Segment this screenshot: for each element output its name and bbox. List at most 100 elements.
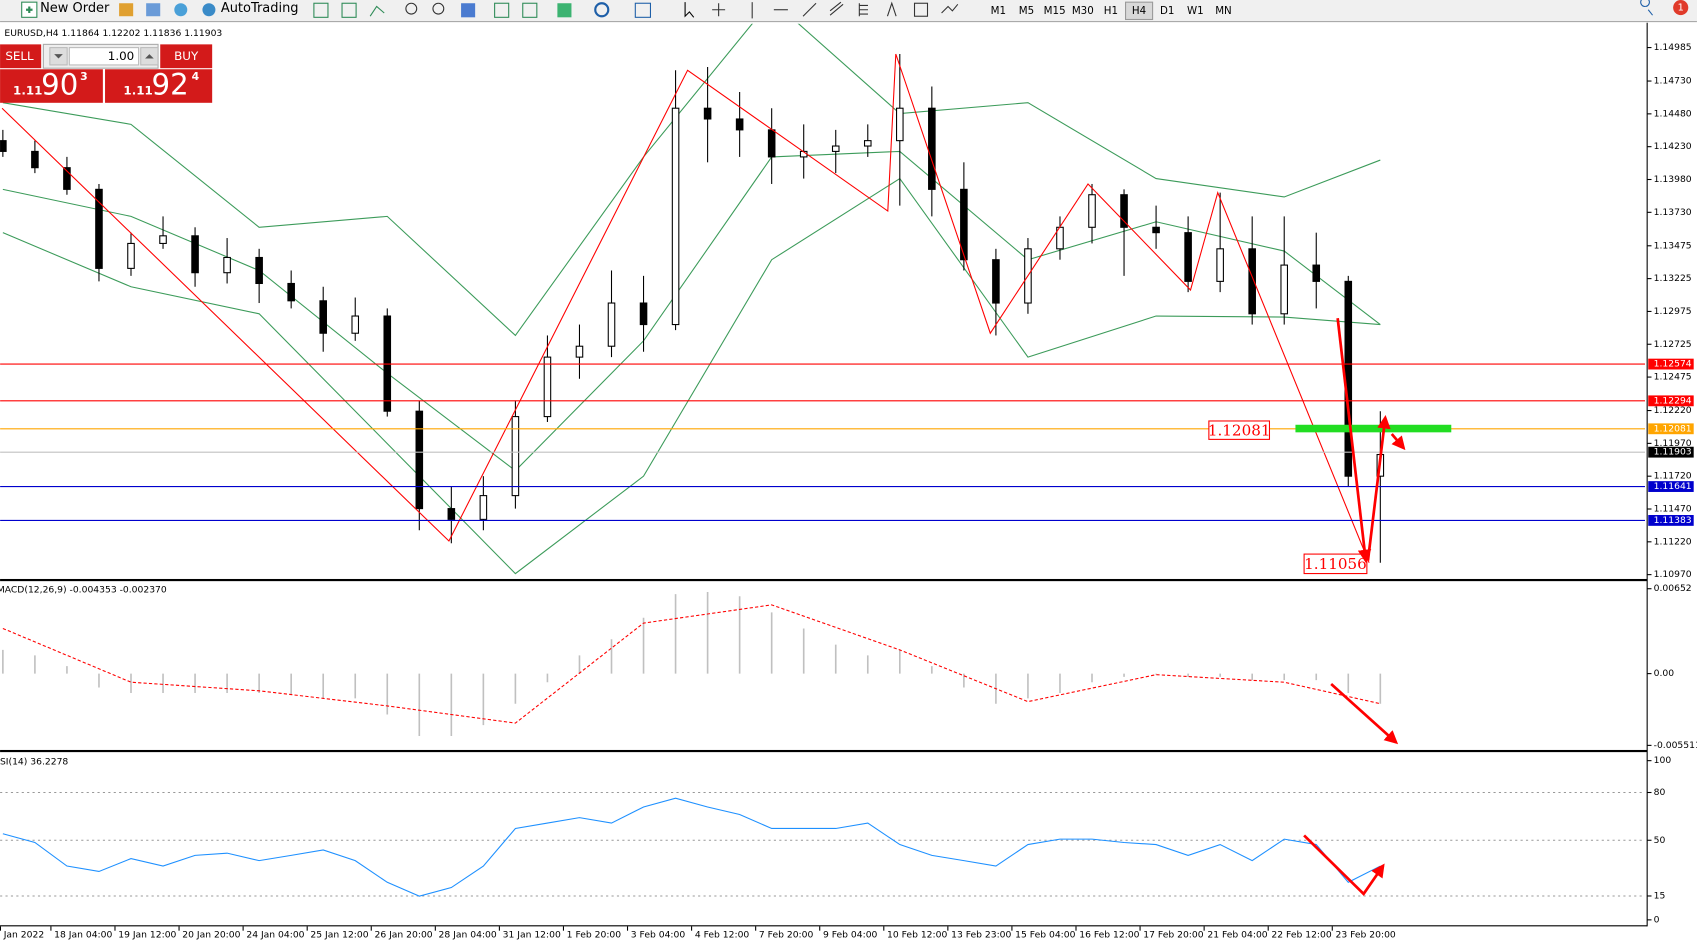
price-axis: 1.14985 1.14730 1.14480 1.14230 1.13980 1.137… — [1647, 42, 1694, 580]
fibo-icon[interactable] — [858, 3, 868, 17]
candle-body — [575, 345, 584, 358]
toolbar-icon[interactable] — [119, 3, 134, 17]
annotation-box — [1208, 420, 1271, 440]
candle-body — [992, 259, 1000, 304]
bid-pips: 90 — [41, 68, 78, 102]
toolbar-icon[interactable] — [522, 2, 538, 18]
timeframe-button[interactable]: MN — [1215, 5, 1232, 17]
y-tick-label: 1.10970 — [1654, 569, 1692, 580]
y-tick-label: 1.11220 — [1654, 536, 1692, 547]
tile-icon[interactable] — [461, 3, 476, 18]
autotrading-icon[interactable] — [202, 3, 216, 17]
highlight-bar — [1295, 424, 1452, 433]
level-label: 1.12081 — [1654, 423, 1692, 434]
level-tag — [1648, 481, 1694, 492]
text-icon[interactable] — [886, 1, 897, 17]
level-label: 1.11641 — [1654, 481, 1692, 492]
pane — [0, 791, 1645, 897]
y-tick-label: 0.00 — [1654, 668, 1675, 679]
toolbar-icon[interactable] — [174, 3, 188, 17]
candle-body — [191, 235, 199, 274]
label-icon[interactable] — [913, 2, 929, 17]
annotation: 1.11056 — [1304, 555, 1367, 573]
y-tick-label: 1.13475 — [1654, 240, 1692, 251]
bid-tag — [1648, 446, 1694, 458]
x-tick-label: 13 Feb 23:00 — [951, 930, 1011, 941]
y-tick-label: 100 — [1654, 755, 1672, 766]
candle-body — [223, 256, 231, 274]
candle-body — [1312, 264, 1321, 282]
timeframe-button[interactable]: M15 — [1044, 5, 1066, 17]
candle-body — [1248, 248, 1256, 315]
timeframe-bar: M1 M5 M15 M30 H1 H4 D1 W1 MN — [991, 1, 1232, 21]
candle-body — [607, 302, 616, 347]
bid-box[interactable] — [0, 69, 103, 103]
y-tick-label: 1.13730 — [1654, 207, 1692, 218]
zoom-out-icon[interactable] — [432, 2, 445, 15]
channel-icon[interactable] — [829, 1, 844, 16]
level-tag — [1648, 358, 1694, 370]
buy-button[interactable] — [160, 44, 213, 69]
y-tick-label: 0 — [1654, 914, 1660, 925]
ask-pips: 92 — [152, 68, 189, 102]
candle-body — [928, 107, 936, 190]
timeframe-button[interactable]: M5 — [1019, 5, 1034, 17]
x-tick-label: 31 Jan 12:00 — [503, 930, 561, 941]
toolbar-icon[interactable] — [494, 2, 510, 18]
search-icon[interactable] — [1640, 0, 1653, 16]
level-tag — [1648, 395, 1694, 407]
lot-input[interactable] — [68, 47, 140, 66]
x-tick-label: 3 Feb 04:00 — [631, 930, 686, 941]
timeframe-button[interactable]: M30 — [1072, 5, 1094, 17]
y-tick-label: 1.13980 — [1654, 174, 1692, 185]
timeframe-button[interactable]: D1 — [1160, 5, 1174, 17]
candle-body — [127, 242, 135, 269]
x-tick-label: 16 Feb 12:00 — [1079, 930, 1139, 941]
y-tick-label: 1.14480 — [1654, 108, 1692, 119]
toolbar-icon[interactable] — [146, 3, 161, 17]
new-order-button[interactable]: New Order — [40, 1, 110, 16]
arrows-icon[interactable] — [941, 3, 959, 14]
periods-icon[interactable] — [594, 2, 610, 18]
chart-area — [0, 22, 1697, 948]
annotation: 1.12081 — [1208, 421, 1271, 439]
zoom-in-icon[interactable] — [405, 2, 418, 15]
indicator-title: EURUSD,H4 1.11864 1.12202 1.11836 1.1190… — [4, 28, 222, 39]
candle-body — [1088, 194, 1096, 228]
cursor-icon[interactable] — [684, 2, 695, 18]
y-tick-label: 1.12975 — [1654, 306, 1692, 317]
notification-count: 1 — [1678, 3, 1684, 14]
timeframe-button[interactable]: M1 — [991, 5, 1006, 17]
indicator-title: RSI(14) 36.2278 — [0, 756, 68, 767]
candle-body — [511, 416, 520, 497]
timeframe-button[interactable]: H4 — [1132, 5, 1146, 17]
bollinger-band — [2, 150, 1381, 472]
y-tick-label: 15 — [1654, 890, 1666, 901]
candle-body — [831, 145, 840, 152]
sell-button[interactable] — [0, 44, 42, 69]
active-timeframe — [1125, 1, 1154, 21]
autotrading-button[interactable]: AutoTrading — [221, 1, 299, 16]
timeframe-button[interactable]: W1 — [1187, 5, 1204, 17]
toolbar-icon[interactable] — [341, 2, 357, 18]
notification-badge[interactable] — [1673, 0, 1689, 16]
templates-icon[interactable] — [634, 2, 652, 18]
toolbar-icon[interactable] — [369, 5, 385, 17]
arrow — [1303, 834, 1385, 896]
trendline-icon[interactable] — [802, 2, 817, 17]
crosshair-icon[interactable] — [712, 3, 726, 17]
ask-box[interactable] — [105, 69, 213, 103]
level-label: 1.11383 — [1654, 515, 1692, 526]
candle-body — [1184, 232, 1192, 282]
x-tick-label: 20 Jan 20:00 — [182, 930, 240, 941]
ask-fraction: 4 — [192, 70, 200, 83]
toolbar-icon[interactable] — [313, 2, 329, 18]
candle-body — [639, 302, 648, 326]
toolbar-buttons: New Order AutoTrading 1 — [21, 0, 1689, 19]
timeframe-button[interactable]: H1 — [1104, 5, 1118, 17]
indicators-icon[interactable] — [557, 3, 572, 18]
y-tick-label: 1.11470 — [1654, 504, 1692, 515]
y-tick-label: 1.12725 — [1654, 339, 1692, 350]
candle-body — [415, 410, 424, 510]
